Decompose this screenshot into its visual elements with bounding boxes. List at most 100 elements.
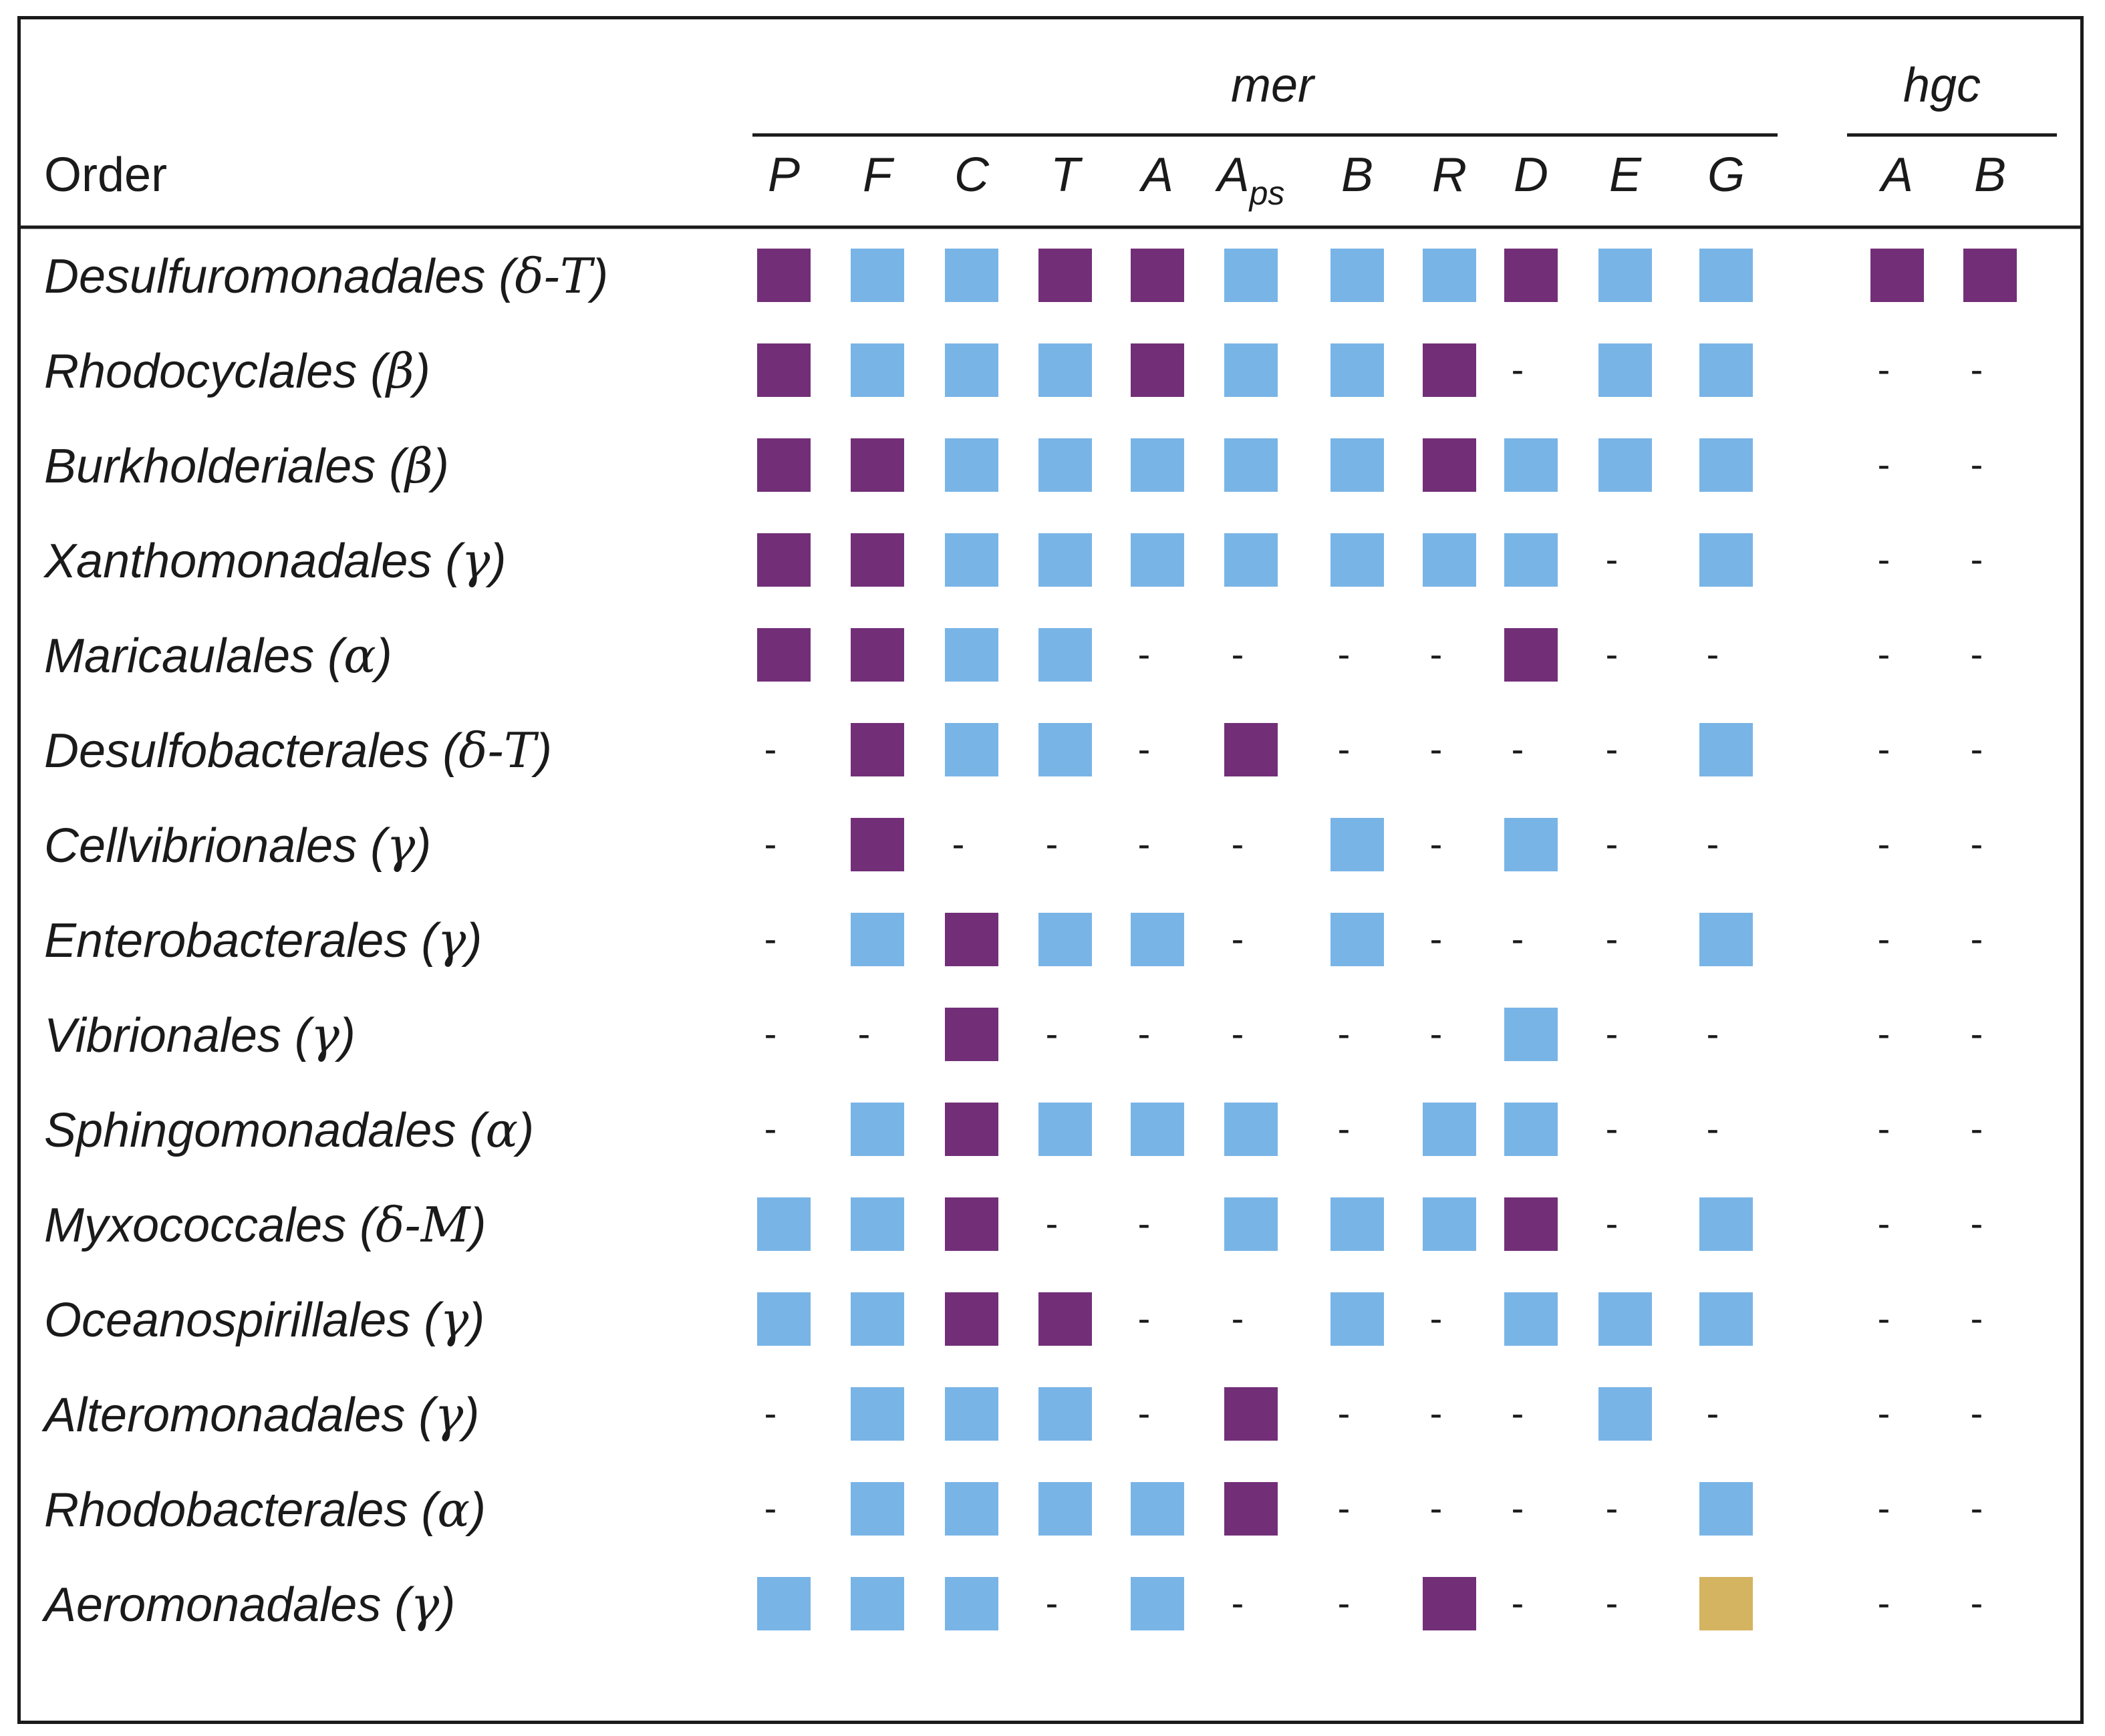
gene-header-mer-A: A <box>1139 148 1173 202</box>
cell-oceanospirillales-mer-P-blue <box>757 1292 811 1346</box>
cell-aeromonadales-hgc-B-absent: - <box>1971 1582 1983 1624</box>
cell-myxococcales-mer-P-blue <box>757 1197 811 1251</box>
cell-burkholderiales-mer-R-purple <box>1423 438 1476 492</box>
cell-enterobacterales-hgc-A-absent: - <box>1878 917 1890 960</box>
cell-alteromonadales-mer-R-absent: - <box>1430 1392 1443 1434</box>
cell-myxococcales-mer-Aps-blue <box>1224 1197 1278 1251</box>
cell-oceanospirillales-mer-B-blue <box>1330 1292 1384 1346</box>
cell-vibrionales-hgc-B-absent: - <box>1971 1012 1983 1054</box>
cell-vibrionales-mer-A-absent: - <box>1138 1012 1151 1054</box>
row-label-desulfuromonadales: Desulfuromonadales (δ-T) <box>44 248 608 304</box>
cell-cellvibrionales-mer-R-absent: - <box>1430 823 1443 865</box>
cell-rhodocyclales-mer-Aps-blue <box>1224 343 1278 397</box>
cell-aeromonadales-mer-C-blue <box>945 1577 998 1630</box>
cell-cellvibrionales-hgc-A-absent: - <box>1878 823 1890 865</box>
cell-desulfobacterales-mer-P-absent: - <box>764 728 777 770</box>
cell-vibrionales-hgc-A-absent: - <box>1878 1012 1890 1054</box>
table-row: Desulfuromonadales (δ-T) <box>44 248 2017 304</box>
cell-sphingomonadales-mer-D-blue <box>1504 1103 1558 1156</box>
cell-cellvibrionales-mer-P-absent: - <box>764 823 777 865</box>
table-frame <box>17 16 2084 1724</box>
cell-rhodocyclales-mer-A-purple <box>1131 343 1184 397</box>
cell-burkholderiales-mer-B-blue <box>1330 438 1384 492</box>
cell-xanthomonadales-mer-G-blue <box>1699 533 1753 587</box>
cell-maricaulales-mer-F-purple <box>851 628 904 682</box>
cell-alteromonadales-mer-G-absent: - <box>1707 1392 1719 1434</box>
cell-sphingomonadales-mer-C-purple <box>945 1103 998 1156</box>
cell-desulfobacterales-mer-B-absent: - <box>1338 728 1351 770</box>
cell-rhodocyclales-mer-B-blue <box>1330 343 1384 397</box>
cell-maricaulales-mer-G-absent: - <box>1707 633 1719 675</box>
cell-enterobacterales-mer-P-absent: - <box>764 917 777 960</box>
table-row: Maricaulales (α) - - - - - - - - <box>44 627 1983 684</box>
cell-desulfuromonadales-mer-R-blue <box>1423 249 1476 302</box>
cell-sphingomonadales-mer-R-blue <box>1423 1103 1476 1156</box>
cell-desulfobacterales-hgc-B-absent: - <box>1971 728 1983 770</box>
gene-header-mer-E: E <box>1609 148 1642 202</box>
row-label-sphingomonadales: Sphingomonadales (α) <box>44 1102 534 1158</box>
cell-burkholderiales-mer-D-blue <box>1504 438 1558 492</box>
cell-maricaulales-hgc-A-absent: - <box>1878 633 1890 675</box>
row-label-alteromonadales: Alteromonadales (γ) <box>41 1387 479 1443</box>
cell-enterobacterales-mer-Aps-absent: - <box>1232 917 1244 960</box>
row-label-maricaulales: Maricaulales (α) <box>44 627 392 684</box>
cell-myxococcales-mer-E-absent: - <box>1606 1202 1619 1244</box>
cell-aeromonadales-mer-E-absent: - <box>1606 1582 1619 1624</box>
cell-rhodocyclales-hgc-B-absent: - <box>1971 348 1983 390</box>
cell-sphingomonadales-mer-T-blue <box>1038 1103 1092 1156</box>
row-label-oceanospirillales: Oceanospirillales (γ) <box>44 1292 484 1348</box>
cell-rhodobacterales-hgc-B-absent: - <box>1971 1487 1983 1529</box>
cell-sphingomonadales-mer-G-absent: - <box>1707 1107 1719 1149</box>
cell-xanthomonadales-mer-T-blue <box>1038 533 1092 587</box>
cell-burkholderiales-mer-T-blue <box>1038 438 1092 492</box>
row-label-vibrionales: Vibrionales (γ) <box>44 1007 356 1063</box>
cell-desulfobacterales-mer-R-absent: - <box>1430 728 1443 770</box>
row-label-enterobacterales: Enterobacterales (γ) <box>44 912 482 968</box>
row-header-label: Order <box>44 148 167 202</box>
cell-enterobacterales-mer-E-absent: - <box>1606 917 1619 960</box>
cell-rhodocyclales-hgc-A-absent: - <box>1878 348 1890 390</box>
gene-headers: P F C T A Aps B R D E G A B <box>768 148 2006 212</box>
cell-maricaulales-mer-B-absent: - <box>1338 633 1351 675</box>
cell-vibrionales-mer-Aps-absent: - <box>1232 1012 1244 1054</box>
cell-burkholderiales-mer-F-purple <box>851 438 904 492</box>
gene-header-mer-P: P <box>768 148 800 202</box>
cell-enterobacterales-mer-F-blue <box>851 913 904 966</box>
cell-sphingomonadales-hgc-A-absent: - <box>1878 1107 1890 1149</box>
cell-oceanospirillales-mer-D-blue <box>1504 1292 1558 1346</box>
cell-aeromonadales-mer-P-blue <box>757 1577 811 1630</box>
cell-desulfuromonadales-mer-C-blue <box>945 249 998 302</box>
cell-alteromonadales-mer-P-absent: - <box>764 1392 777 1434</box>
gene-header-hgc-B: B <box>1974 148 2006 202</box>
gene-header-mer-Aps: Aps <box>1215 148 1285 212</box>
cell-burkholderiales-mer-Aps-blue <box>1224 438 1278 492</box>
cell-rhodocyclales-mer-R-purple <box>1423 343 1476 397</box>
cell-rhodocyclales-mer-E-blue <box>1598 343 1652 397</box>
cell-desulfuromonadales-mer-T-purple <box>1038 249 1092 302</box>
cell-myxococcales-mer-R-blue <box>1423 1197 1476 1251</box>
cell-desulfuromonadales-hgc-A-purple <box>1870 249 1924 302</box>
cell-aeromonadales-mer-R-purple <box>1423 1577 1476 1630</box>
cell-burkholderiales-mer-E-blue <box>1598 438 1652 492</box>
table-row: Vibrionales (γ) - - - - - - - - - - - <box>44 1007 1983 1063</box>
cell-cellvibrionales-mer-B-blue <box>1330 818 1384 871</box>
cell-cellvibrionales-mer-A-absent: - <box>1138 823 1151 865</box>
cell-cellvibrionales-mer-T-absent: - <box>1046 823 1059 865</box>
table-row: Rhodocyclales (β) - - - <box>44 343 1983 399</box>
cell-myxococcales-mer-D-purple <box>1504 1197 1558 1251</box>
cell-desulfuromonadales-mer-F-blue <box>851 249 904 302</box>
cell-cellvibrionales-hgc-B-absent: - <box>1971 823 1983 865</box>
cell-oceanospirillales-mer-E-blue <box>1598 1292 1652 1346</box>
cell-alteromonadales-mer-B-absent: - <box>1338 1392 1351 1434</box>
table-row: Xanthomonadales (γ) - - - <box>43 533 1983 589</box>
cell-rhodobacterales-mer-D-absent: - <box>1512 1487 1524 1529</box>
cell-desulfobacterales-mer-A-absent: - <box>1138 728 1151 770</box>
cell-sphingomonadales-mer-E-absent: - <box>1606 1107 1619 1149</box>
cell-rhodocyclales-mer-T-blue <box>1038 343 1092 397</box>
cell-vibrionales-mer-G-absent: - <box>1707 1012 1719 1054</box>
cell-desulfuromonadales-mer-P-purple <box>757 249 811 302</box>
cell-alteromonadales-mer-Aps-purple <box>1224 1387 1278 1441</box>
cell-myxococcales-mer-B-blue <box>1330 1197 1384 1251</box>
cell-sphingomonadales-mer-B-absent: - <box>1338 1107 1351 1149</box>
cell-rhodobacterales-mer-R-absent: - <box>1430 1487 1443 1529</box>
